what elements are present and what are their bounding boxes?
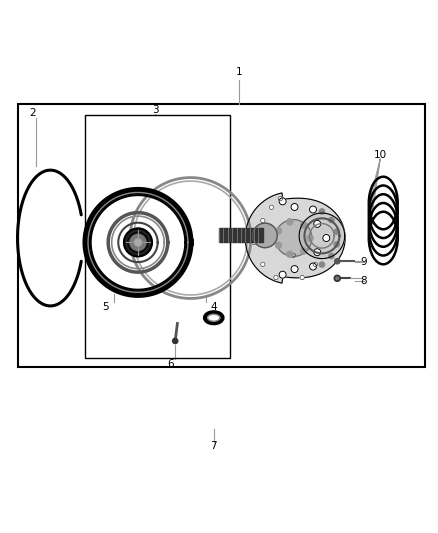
Circle shape: [329, 217, 334, 223]
Circle shape: [301, 248, 307, 254]
Circle shape: [287, 251, 293, 257]
Circle shape: [291, 253, 296, 258]
Bar: [85, 115, 230, 359]
Circle shape: [334, 229, 339, 235]
Circle shape: [313, 262, 318, 266]
Text: 5: 5: [102, 302, 110, 312]
Text: 4: 4: [210, 302, 217, 312]
Circle shape: [253, 223, 277, 248]
Circle shape: [299, 213, 345, 259]
Circle shape: [261, 262, 265, 266]
Text: 9: 9: [360, 257, 367, 267]
Circle shape: [319, 209, 325, 214]
Circle shape: [276, 228, 282, 234]
Text: 6: 6: [167, 359, 174, 369]
Bar: [18, 104, 425, 367]
Text: 2: 2: [29, 108, 36, 118]
Circle shape: [301, 222, 307, 228]
Circle shape: [291, 265, 298, 272]
Text: 7: 7: [210, 441, 217, 451]
Circle shape: [334, 242, 339, 247]
Circle shape: [279, 198, 286, 205]
Text: 8: 8: [360, 276, 367, 286]
Circle shape: [134, 239, 141, 246]
Polygon shape: [245, 193, 345, 283]
Text: 3: 3: [152, 104, 159, 115]
Circle shape: [275, 220, 312, 256]
Circle shape: [269, 205, 274, 209]
Circle shape: [314, 249, 321, 256]
Text: 10: 10: [374, 150, 387, 160]
Circle shape: [279, 271, 286, 278]
Circle shape: [287, 219, 293, 225]
Circle shape: [278, 197, 283, 201]
Circle shape: [291, 204, 298, 211]
Circle shape: [261, 219, 265, 223]
Circle shape: [124, 229, 152, 256]
Circle shape: [329, 253, 334, 259]
Circle shape: [323, 235, 330, 241]
Circle shape: [307, 235, 313, 241]
Circle shape: [319, 262, 325, 267]
Circle shape: [173, 338, 178, 344]
Circle shape: [300, 275, 304, 280]
Circle shape: [334, 275, 340, 281]
Circle shape: [314, 220, 321, 228]
Circle shape: [310, 206, 317, 213]
Circle shape: [274, 275, 278, 280]
Bar: [219, 229, 263, 243]
Circle shape: [276, 242, 282, 248]
Text: 1: 1: [235, 67, 242, 77]
Circle shape: [310, 263, 317, 270]
Circle shape: [130, 235, 146, 251]
Circle shape: [336, 277, 339, 280]
Circle shape: [252, 240, 256, 245]
Circle shape: [335, 259, 340, 264]
